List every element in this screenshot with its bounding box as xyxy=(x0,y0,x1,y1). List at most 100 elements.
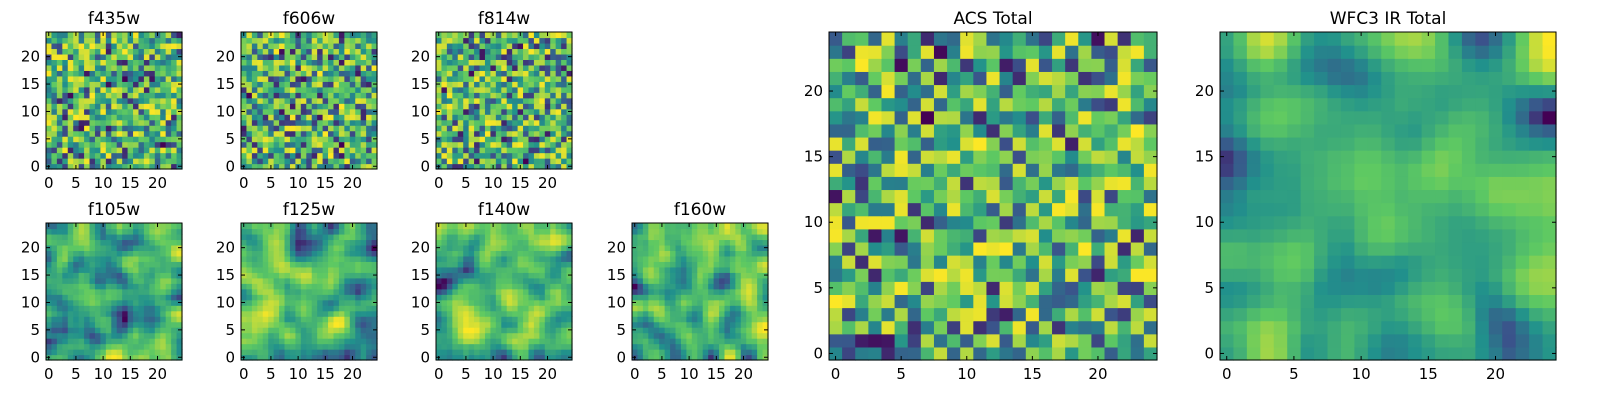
heatmap-cell xyxy=(561,283,568,290)
heatmap-cell xyxy=(495,119,502,126)
heatmap-cell xyxy=(338,266,345,273)
heatmap-cell xyxy=(328,81,335,88)
heatmap-cell xyxy=(371,86,378,93)
heatmap-cell xyxy=(855,268,869,282)
heatmap-cell xyxy=(501,141,508,148)
heatmap-cell xyxy=(1143,189,1158,204)
heatmap-cell xyxy=(273,305,280,312)
heatmap-cell xyxy=(907,333,922,348)
heatmap-cell xyxy=(100,233,107,241)
heatmap-cell xyxy=(360,37,367,44)
heatmap-cell xyxy=(165,294,172,301)
heatmap-cell xyxy=(550,108,557,115)
heatmap-cell xyxy=(371,321,378,328)
heatmap-cell xyxy=(371,59,378,66)
heatmap-cell xyxy=(289,37,296,44)
heatmap-cell xyxy=(484,70,491,77)
heatmap-cell xyxy=(1130,228,1145,243)
heatmap-cell xyxy=(122,255,129,262)
heatmap-cell xyxy=(289,338,296,345)
heatmap-cell xyxy=(495,147,502,154)
heatmap-cell xyxy=(457,239,464,246)
heatmap-cell xyxy=(67,283,74,290)
heatmap-cell xyxy=(441,244,448,251)
heatmap-cell xyxy=(659,244,666,251)
heatmap-cell xyxy=(171,42,178,50)
heatmap-cell xyxy=(501,81,508,88)
heatmap-cell xyxy=(501,233,508,241)
heatmap-cell xyxy=(46,228,53,235)
heatmap-cell xyxy=(550,147,557,154)
heatmap-cell xyxy=(105,277,112,284)
heatmap-cell xyxy=(664,244,671,251)
heatmap-cell xyxy=(642,332,649,339)
heatmap-cell xyxy=(268,75,275,82)
heatmap-cell xyxy=(138,288,145,295)
heatmap-cell xyxy=(446,223,453,230)
heatmap-cell xyxy=(1130,163,1145,177)
heatmap-cell xyxy=(550,261,557,268)
heatmap-cell xyxy=(311,255,318,262)
heatmap-cell xyxy=(333,250,340,257)
heatmap-cell xyxy=(46,261,53,268)
heatmap-cell xyxy=(100,244,107,251)
heatmap-cell xyxy=(246,130,253,137)
heatmap-cell xyxy=(246,108,253,115)
heatmap-cell xyxy=(680,244,687,251)
heatmap-cell xyxy=(566,250,573,257)
heatmap-cell xyxy=(306,64,313,71)
heatmap-cell xyxy=(328,294,335,301)
heatmap-cell xyxy=(675,233,682,241)
heatmap-cell xyxy=(100,272,107,279)
heatmap-cell xyxy=(149,92,156,99)
heatmap-cell xyxy=(300,136,307,143)
heatmap-cell xyxy=(176,277,183,284)
heatmap-cell xyxy=(360,81,367,88)
heatmap-cell xyxy=(675,244,682,251)
heatmap-cell xyxy=(51,250,58,257)
heatmap-cell xyxy=(561,59,568,66)
heatmap-cell xyxy=(468,119,475,126)
heatmap-cell xyxy=(355,75,362,82)
heatmap-cell xyxy=(894,281,909,295)
heatmap-cell xyxy=(680,321,687,328)
heatmap-cell xyxy=(490,92,497,99)
heatmap-cell xyxy=(842,176,856,191)
heatmap-cell xyxy=(675,354,682,361)
heatmap-cell xyxy=(512,338,519,345)
heatmap-cell xyxy=(133,250,140,257)
heatmap-cell xyxy=(328,332,335,339)
heatmap-cell xyxy=(544,59,551,66)
heatmap-cell xyxy=(349,81,356,88)
heatmap-cell xyxy=(544,338,551,345)
heatmap-cell xyxy=(241,277,248,284)
heatmap-cell xyxy=(550,37,557,44)
heatmap-cell xyxy=(317,119,324,126)
heatmap-cell xyxy=(484,37,491,44)
heatmap-cell xyxy=(73,81,80,88)
heatmap-cell xyxy=(100,141,107,148)
heatmap-cell xyxy=(262,64,269,71)
heatmap-cell xyxy=(474,272,481,279)
heatmap-cell xyxy=(960,320,974,335)
heatmap-cell xyxy=(78,316,85,323)
heatmap-cell xyxy=(138,125,145,132)
heatmap-cell xyxy=(1078,163,1092,177)
y-tick-label: 5 xyxy=(225,130,235,148)
heatmap-cell xyxy=(84,223,91,230)
heatmap-cell xyxy=(675,272,682,279)
heatmap-cell xyxy=(262,228,269,235)
y-tick-label: 20 xyxy=(21,239,40,257)
heatmap-cell xyxy=(349,152,356,159)
heatmap-cell xyxy=(479,261,486,268)
heatmap-cell xyxy=(842,268,856,282)
heatmap-cell xyxy=(659,255,666,262)
heatmap-cell xyxy=(160,64,167,71)
heatmap-cell xyxy=(246,59,253,66)
heatmap-cell xyxy=(907,346,922,361)
heatmap-cell xyxy=(528,163,535,170)
heatmap-cell xyxy=(67,158,74,165)
heatmap-cell xyxy=(51,294,58,301)
heatmap-cell xyxy=(149,97,156,104)
heatmap-cell xyxy=(484,64,491,71)
